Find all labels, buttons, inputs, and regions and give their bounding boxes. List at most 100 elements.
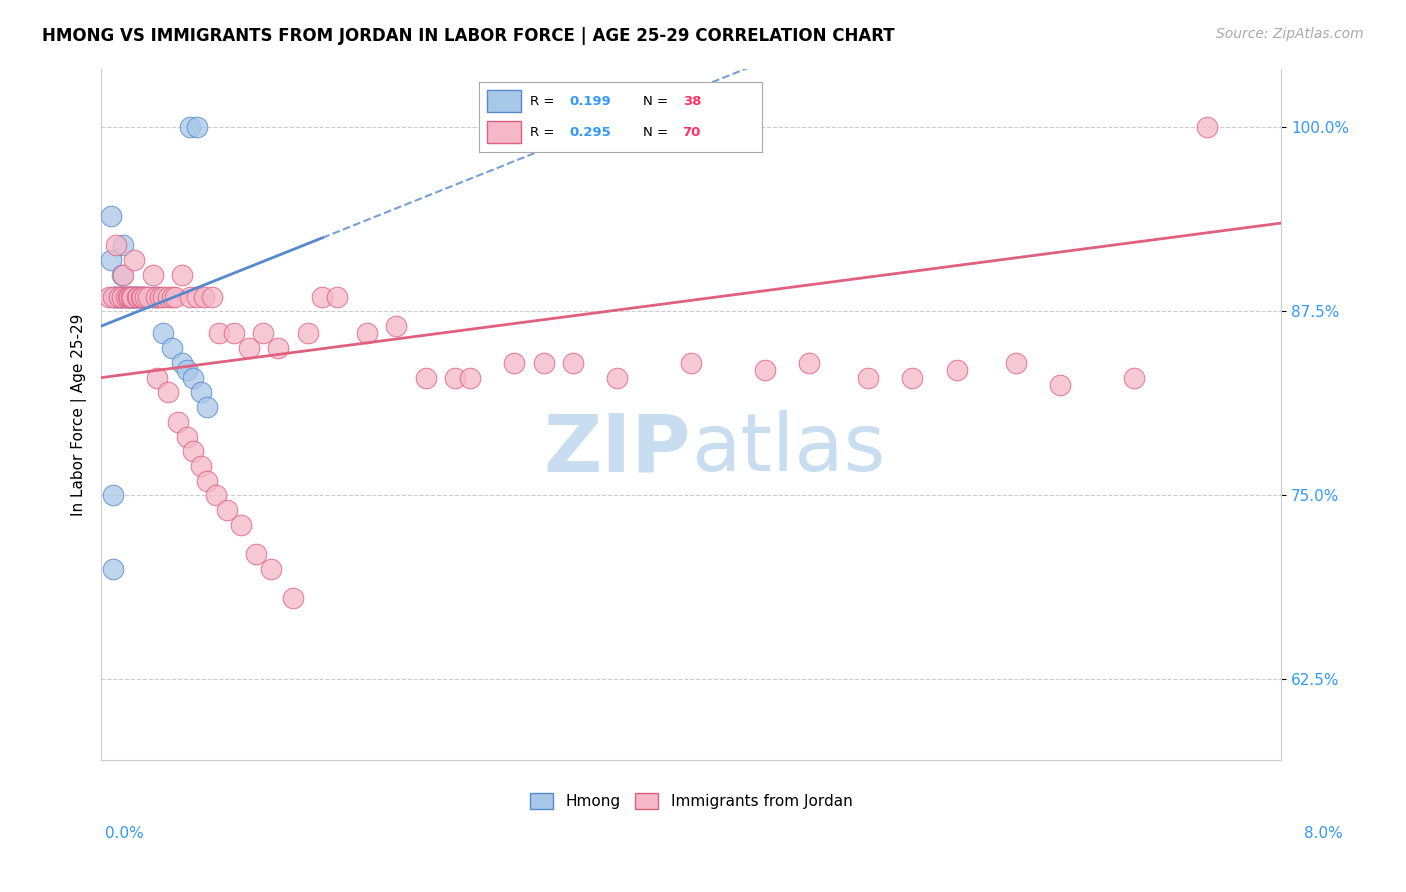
Point: [1004, 356, 1026, 370]
Point: [122, 252, 145, 267]
Point: [142, 290, 165, 304]
Point: [100, 209, 122, 223]
Point: [97, 290, 120, 304]
Point: [104, 290, 127, 304]
Point: [356, 326, 378, 341]
Point: [136, 290, 159, 304]
Point: [124, 290, 146, 304]
Point: [127, 290, 149, 304]
Point: [129, 290, 152, 304]
Point: [152, 290, 174, 304]
Point: [311, 290, 333, 304]
Point: [127, 290, 149, 304]
Point: [120, 290, 142, 304]
Point: [385, 319, 408, 334]
Point: [190, 458, 212, 473]
Point: [122, 290, 145, 304]
Point: [176, 363, 198, 377]
Text: Source: ZipAtlas.com: Source: ZipAtlas.com: [1216, 27, 1364, 41]
Point: [195, 474, 218, 488]
Point: [231, 517, 253, 532]
Text: atlas: atlas: [692, 410, 886, 488]
Point: [103, 290, 125, 304]
Point: [606, 370, 628, 384]
Point: [195, 400, 218, 414]
Point: [117, 290, 139, 304]
Point: [115, 290, 138, 304]
Point: [146, 370, 169, 384]
Point: [163, 290, 186, 304]
Point: [112, 268, 135, 282]
Point: [121, 290, 143, 304]
Point: [205, 488, 228, 502]
Point: [120, 290, 142, 304]
Point: [562, 356, 585, 370]
Text: HMONG VS IMMIGRANTS FROM JORDAN IN LABOR FORCE | AGE 25-29 CORRELATION CHART: HMONG VS IMMIGRANTS FROM JORDAN IN LABOR…: [42, 27, 894, 45]
Point: [533, 356, 555, 370]
Point: [131, 290, 153, 304]
Point: [172, 356, 194, 370]
Point: [326, 290, 349, 304]
Text: ZIP: ZIP: [544, 410, 692, 488]
Point: [179, 290, 201, 304]
Point: [797, 356, 820, 370]
Point: [1122, 370, 1144, 384]
Point: [238, 341, 260, 355]
Point: [252, 326, 274, 341]
Point: [181, 444, 204, 458]
Point: [215, 503, 238, 517]
Point: [108, 290, 131, 304]
Point: [136, 290, 159, 304]
Point: [444, 370, 467, 384]
Point: [856, 370, 879, 384]
Point: [166, 415, 188, 429]
Point: [146, 290, 169, 304]
Point: [152, 326, 174, 341]
Point: [112, 238, 135, 252]
Point: [134, 290, 156, 304]
Point: [176, 429, 198, 443]
Point: [181, 370, 204, 384]
Point: [129, 290, 152, 304]
Point: [222, 326, 245, 341]
Point: [118, 290, 141, 304]
Point: [267, 341, 290, 355]
Point: [145, 290, 167, 304]
Point: [179, 120, 201, 135]
Point: [172, 268, 194, 282]
Point: [122, 290, 145, 304]
Point: [104, 238, 127, 252]
Point: [118, 290, 141, 304]
Point: [156, 385, 179, 400]
Point: [754, 363, 776, 377]
Point: [1197, 120, 1219, 135]
Point: [112, 290, 135, 304]
Point: [111, 290, 134, 304]
Point: [297, 326, 319, 341]
Point: [156, 290, 179, 304]
Y-axis label: In Labor Force | Age 25-29: In Labor Force | Age 25-29: [72, 313, 87, 516]
Point: [415, 370, 437, 384]
Point: [117, 290, 139, 304]
Point: [1049, 378, 1071, 392]
Point: [115, 290, 138, 304]
Point: [190, 385, 212, 400]
Point: [125, 290, 148, 304]
Point: [142, 268, 165, 282]
Point: [186, 120, 208, 135]
Point: [134, 290, 156, 304]
Point: [125, 290, 148, 304]
Point: [503, 356, 526, 370]
Point: [101, 488, 124, 502]
Point: [160, 341, 183, 355]
Point: [901, 370, 924, 384]
Text: 8.0%: 8.0%: [1303, 827, 1343, 841]
Point: [193, 290, 215, 304]
Point: [160, 290, 183, 304]
Point: [101, 290, 124, 304]
Point: [681, 356, 703, 370]
Point: [201, 290, 224, 304]
Point: [110, 290, 132, 304]
Text: 0.0%: 0.0%: [105, 827, 145, 841]
Point: [101, 562, 124, 576]
